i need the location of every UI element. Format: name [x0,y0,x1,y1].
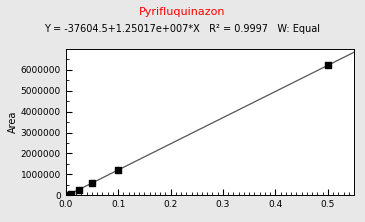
Point [63,194,69,198]
Point [68,192,74,195]
Point [65,193,71,197]
Point [115,168,121,172]
Point [89,181,95,185]
Text: Pyrifluquinazon: Pyrifluquinazon [139,7,226,17]
Y-axis label: Area: Area [8,111,18,133]
Text: Y = -37604.5+1.25017e+007*X   R² = 0.9997   W: Equal: Y = -37604.5+1.25017e+007*X R² = 0.9997 … [45,24,320,34]
Point [325,63,331,67]
Point [76,188,82,191]
